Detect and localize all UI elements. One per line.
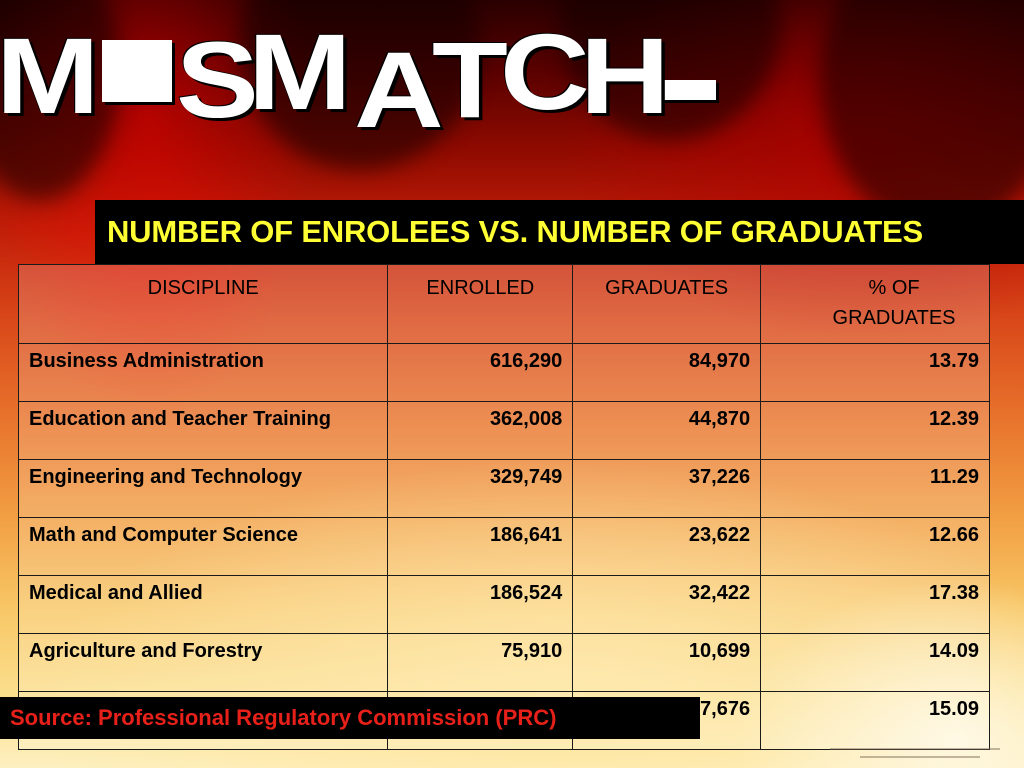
cell-enrolled: 362,008 (387, 401, 574, 460)
title-bar (101, 40, 172, 102)
subtitle-banner: NUMBER OF ENROLEES VS. NUMBER OF GRADUAT… (95, 200, 1024, 264)
cell-graduates: 37,226 (572, 459, 762, 518)
title-letter: S (175, 19, 259, 140)
cell-discipline: Business Administration (17, 343, 389, 402)
cell-graduates: 10,699 (572, 633, 762, 692)
header-enrolled: ENROLLED (387, 264, 574, 344)
title-letter: M (0, 15, 99, 136)
table-row: Education and Teacher Training 362,008 4… (17, 401, 990, 460)
cell-discipline: Math and Computer Science (17, 517, 389, 576)
cell-graduates: 84,970 (572, 343, 762, 402)
table-row: Business Administration 616,290 84,970 1… (17, 343, 990, 402)
cell-graduates: 32,422 (572, 575, 762, 634)
table-row: Math and Computer Science 186,641 23,622… (17, 517, 990, 576)
slide-title-logo: M S M A T C H (0, 11, 716, 144)
title-letter: T (431, 19, 508, 140)
table-row: Engineering and Technology 329,749 37,22… (17, 459, 990, 518)
cell-pct: 12.66 (760, 517, 990, 576)
flame-shape (820, 0, 1024, 230)
title-letter: M (248, 11, 351, 132)
table-header-row: DISCIPLINE ENROLLED GRADUATES % OF GRADU… (17, 264, 990, 344)
cell-discipline: Engineering and Technology (17, 459, 389, 518)
cell-enrolled: 329,749 (387, 459, 574, 518)
title-letter: A (353, 29, 444, 150)
cell-pct: 17.38 (760, 575, 990, 634)
cell-pct: 13.79 (760, 343, 990, 402)
cell-graduates: 44,870 (572, 401, 762, 460)
cell-graduates: 23,622 (572, 517, 762, 576)
header-discipline: DISCIPLINE (17, 264, 389, 344)
cell-discipline: Education and Teacher Training (17, 401, 389, 460)
source-banner: Source: Professional Regulatory Commissi… (0, 697, 700, 739)
cell-discipline: Medical and Allied (17, 575, 389, 634)
cell-pct: 11.29 (760, 459, 990, 518)
table-row: Agriculture and Forestry 75,910 10,699 1… (17, 633, 990, 692)
title-letter: H (579, 15, 670, 136)
title-bar (653, 80, 716, 100)
cell-enrolled: 75,910 (387, 633, 574, 692)
cell-pct: 15.09 (760, 691, 990, 750)
header-pct-graduates: % OF GRADUATES (760, 264, 990, 344)
decorative-streak (860, 756, 980, 758)
cell-enrolled: 186,641 (387, 517, 574, 576)
cell-pct: 12.39 (760, 401, 990, 460)
subtitle-text: NUMBER OF ENROLEES VS. NUMBER OF GRADUAT… (107, 214, 924, 249)
cell-discipline: Agriculture and Forestry (17, 633, 389, 692)
title-letter: C (499, 11, 590, 132)
source-text: Source: Professional Regulatory Commissi… (10, 705, 557, 730)
cell-enrolled: 186,524 (387, 575, 574, 634)
table-row: Medical and Allied 186,524 32,422 17.38 (17, 575, 990, 634)
header-graduates: GRADUATES (572, 264, 762, 344)
cell-pct: 14.09 (760, 633, 990, 692)
cell-enrolled: 616,290 (387, 343, 574, 402)
decorative-streak (830, 748, 1000, 750)
enrolees-vs-graduates-table: DISCIPLINE ENROLLED GRADUATES % OF GRADU… (17, 264, 990, 750)
header-pct-graduates-label: % OF GRADUATES (832, 277, 956, 329)
